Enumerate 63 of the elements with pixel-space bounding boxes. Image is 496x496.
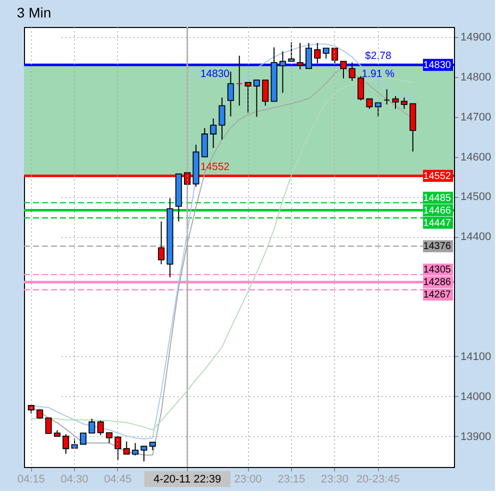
candlestick <box>132 442 139 456</box>
candlestick <box>262 80 269 106</box>
chart-title: 3 Min <box>16 4 52 20</box>
candlestick <box>62 434 70 454</box>
ref-line-label: 14830 <box>423 60 452 71</box>
candlestick <box>322 48 330 60</box>
ref-line-label: 14286 <box>423 277 452 288</box>
candlestick <box>400 97 408 110</box>
candlestick <box>123 440 130 455</box>
y-tick-label: 14800 <box>460 71 492 84</box>
candlestick <box>314 42 321 64</box>
ref-line-label: 14447 <box>423 218 452 229</box>
y-tick-label: 14500 <box>460 191 492 204</box>
ref-line-label: 14485 <box>423 192 452 204</box>
candlestick <box>340 60 347 80</box>
ref-line-label: 14466 <box>423 205 452 216</box>
candlestick <box>106 432 112 444</box>
candlestick <box>140 446 148 462</box>
candlestick <box>227 71 234 117</box>
candlestick <box>210 118 217 148</box>
candlestick <box>253 80 260 118</box>
y-tick-label: 14000 <box>460 390 492 403</box>
annotation: 1.91 % <box>362 68 394 80</box>
x-tick-label: 23:30 <box>321 474 349 486</box>
candlestick <box>358 76 364 101</box>
candlestick <box>218 97 226 140</box>
x-tick-label: 04:30 <box>60 474 88 486</box>
candlestick <box>366 98 373 110</box>
candlestick <box>201 128 208 158</box>
ref-line-label: 14267 <box>423 290 452 301</box>
x-tick-label: 04:15 <box>17 474 45 486</box>
ref-line-label: 14305 <box>423 264 452 276</box>
ref-line-label: 14552 <box>423 170 452 182</box>
ref-line-label: 14376 <box>423 241 452 252</box>
y-tick-label: 14600 <box>460 151 492 164</box>
y-tick-label: 14900 <box>460 31 492 44</box>
y-tick-label: 14100 <box>460 350 492 363</box>
candlestick <box>88 418 96 434</box>
candlestick <box>392 96 399 110</box>
candlestick <box>384 88 390 105</box>
candlestick <box>158 220 165 265</box>
annotation: 14552 <box>200 160 230 173</box>
annotation: 14830 <box>200 68 230 80</box>
candlestick <box>296 42 304 70</box>
x-tick-label: 4-20-11 22:39 <box>153 474 222 486</box>
candlestick <box>305 42 312 70</box>
x-tick-label: 23:15 <box>278 474 306 486</box>
candlestick <box>374 102 382 118</box>
y-tick-label: 13900 <box>460 430 492 443</box>
x-tick-label: 04:45 <box>104 474 132 486</box>
x-tick-label: 23:00 <box>234 474 262 486</box>
candlestick <box>288 42 295 62</box>
y-tick-label: 14700 <box>460 111 492 124</box>
x-tick-label: 20-23:45 <box>356 474 400 486</box>
y-tick-label: 14400 <box>460 231 492 244</box>
candlestick <box>45 417 52 434</box>
candlestick <box>279 50 286 94</box>
candlestick <box>236 55 243 106</box>
candlestick <box>80 432 86 445</box>
candlestick <box>97 420 104 436</box>
candlestick <box>348 62 356 82</box>
candlestick <box>244 82 252 114</box>
annotation: $2.78 <box>365 50 392 62</box>
